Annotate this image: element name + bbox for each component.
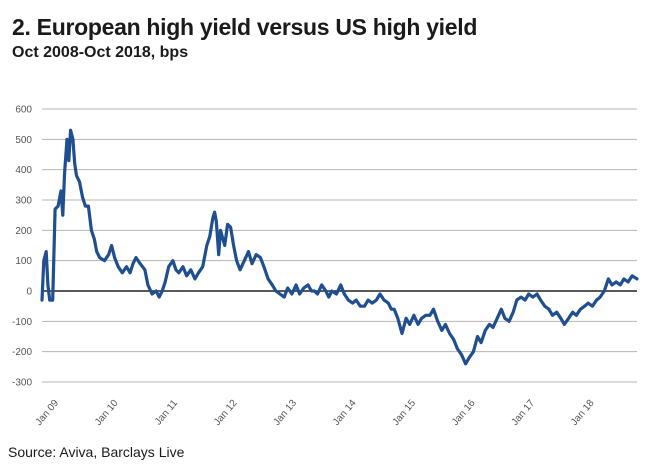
x-tick-label: Jan 17 xyxy=(509,398,537,428)
x-tick-label: Jan 13 xyxy=(271,398,299,428)
y-tick-label: 300 xyxy=(15,196,32,207)
gridlines xyxy=(42,108,637,383)
x-tick-label: Jan 18 xyxy=(569,398,597,428)
x-tick-label: Jan 15 xyxy=(390,398,418,428)
y-tick-label: 600 xyxy=(15,105,32,116)
x-tick-label: Jan 16 xyxy=(450,398,478,428)
x-tick-label: Jan 12 xyxy=(212,398,240,428)
x-axis-ticks: Jan 09 Jan 10 Jan 11 Jan 12 Jan 13 Jan 14 Jan … xyxy=(33,398,597,428)
chart-source: Source: Aviva, Barclays Live xyxy=(8,444,185,460)
y-tick-label: 500 xyxy=(15,135,32,146)
series-line xyxy=(40,128,639,366)
x-tick-label: Jan 10 xyxy=(93,398,121,428)
y-tick-label: 100 xyxy=(15,256,32,267)
y-tick-label: -100 xyxy=(12,317,32,328)
y-tick-label: -300 xyxy=(12,378,32,389)
y-axis-ticks: 600 500 400 300 200 100 0 -100 -200 -300 xyxy=(12,105,32,389)
y-tick-label: 200 xyxy=(15,226,32,237)
y-tick-label: -200 xyxy=(12,347,32,358)
x-tick-label: Jan 11 xyxy=(153,398,181,428)
x-tick-label: Jan 14 xyxy=(331,398,359,428)
chart-title: 2. European high yield versus US high yi… xyxy=(12,14,478,40)
y-tick-label: 400 xyxy=(15,165,32,176)
x-tick-label: Jan 09 xyxy=(33,398,61,428)
chart-subtitle: Oct 2008-Oct 2018, bps xyxy=(12,44,189,61)
series-group xyxy=(40,128,639,366)
y-tick-label: 0 xyxy=(26,287,32,298)
